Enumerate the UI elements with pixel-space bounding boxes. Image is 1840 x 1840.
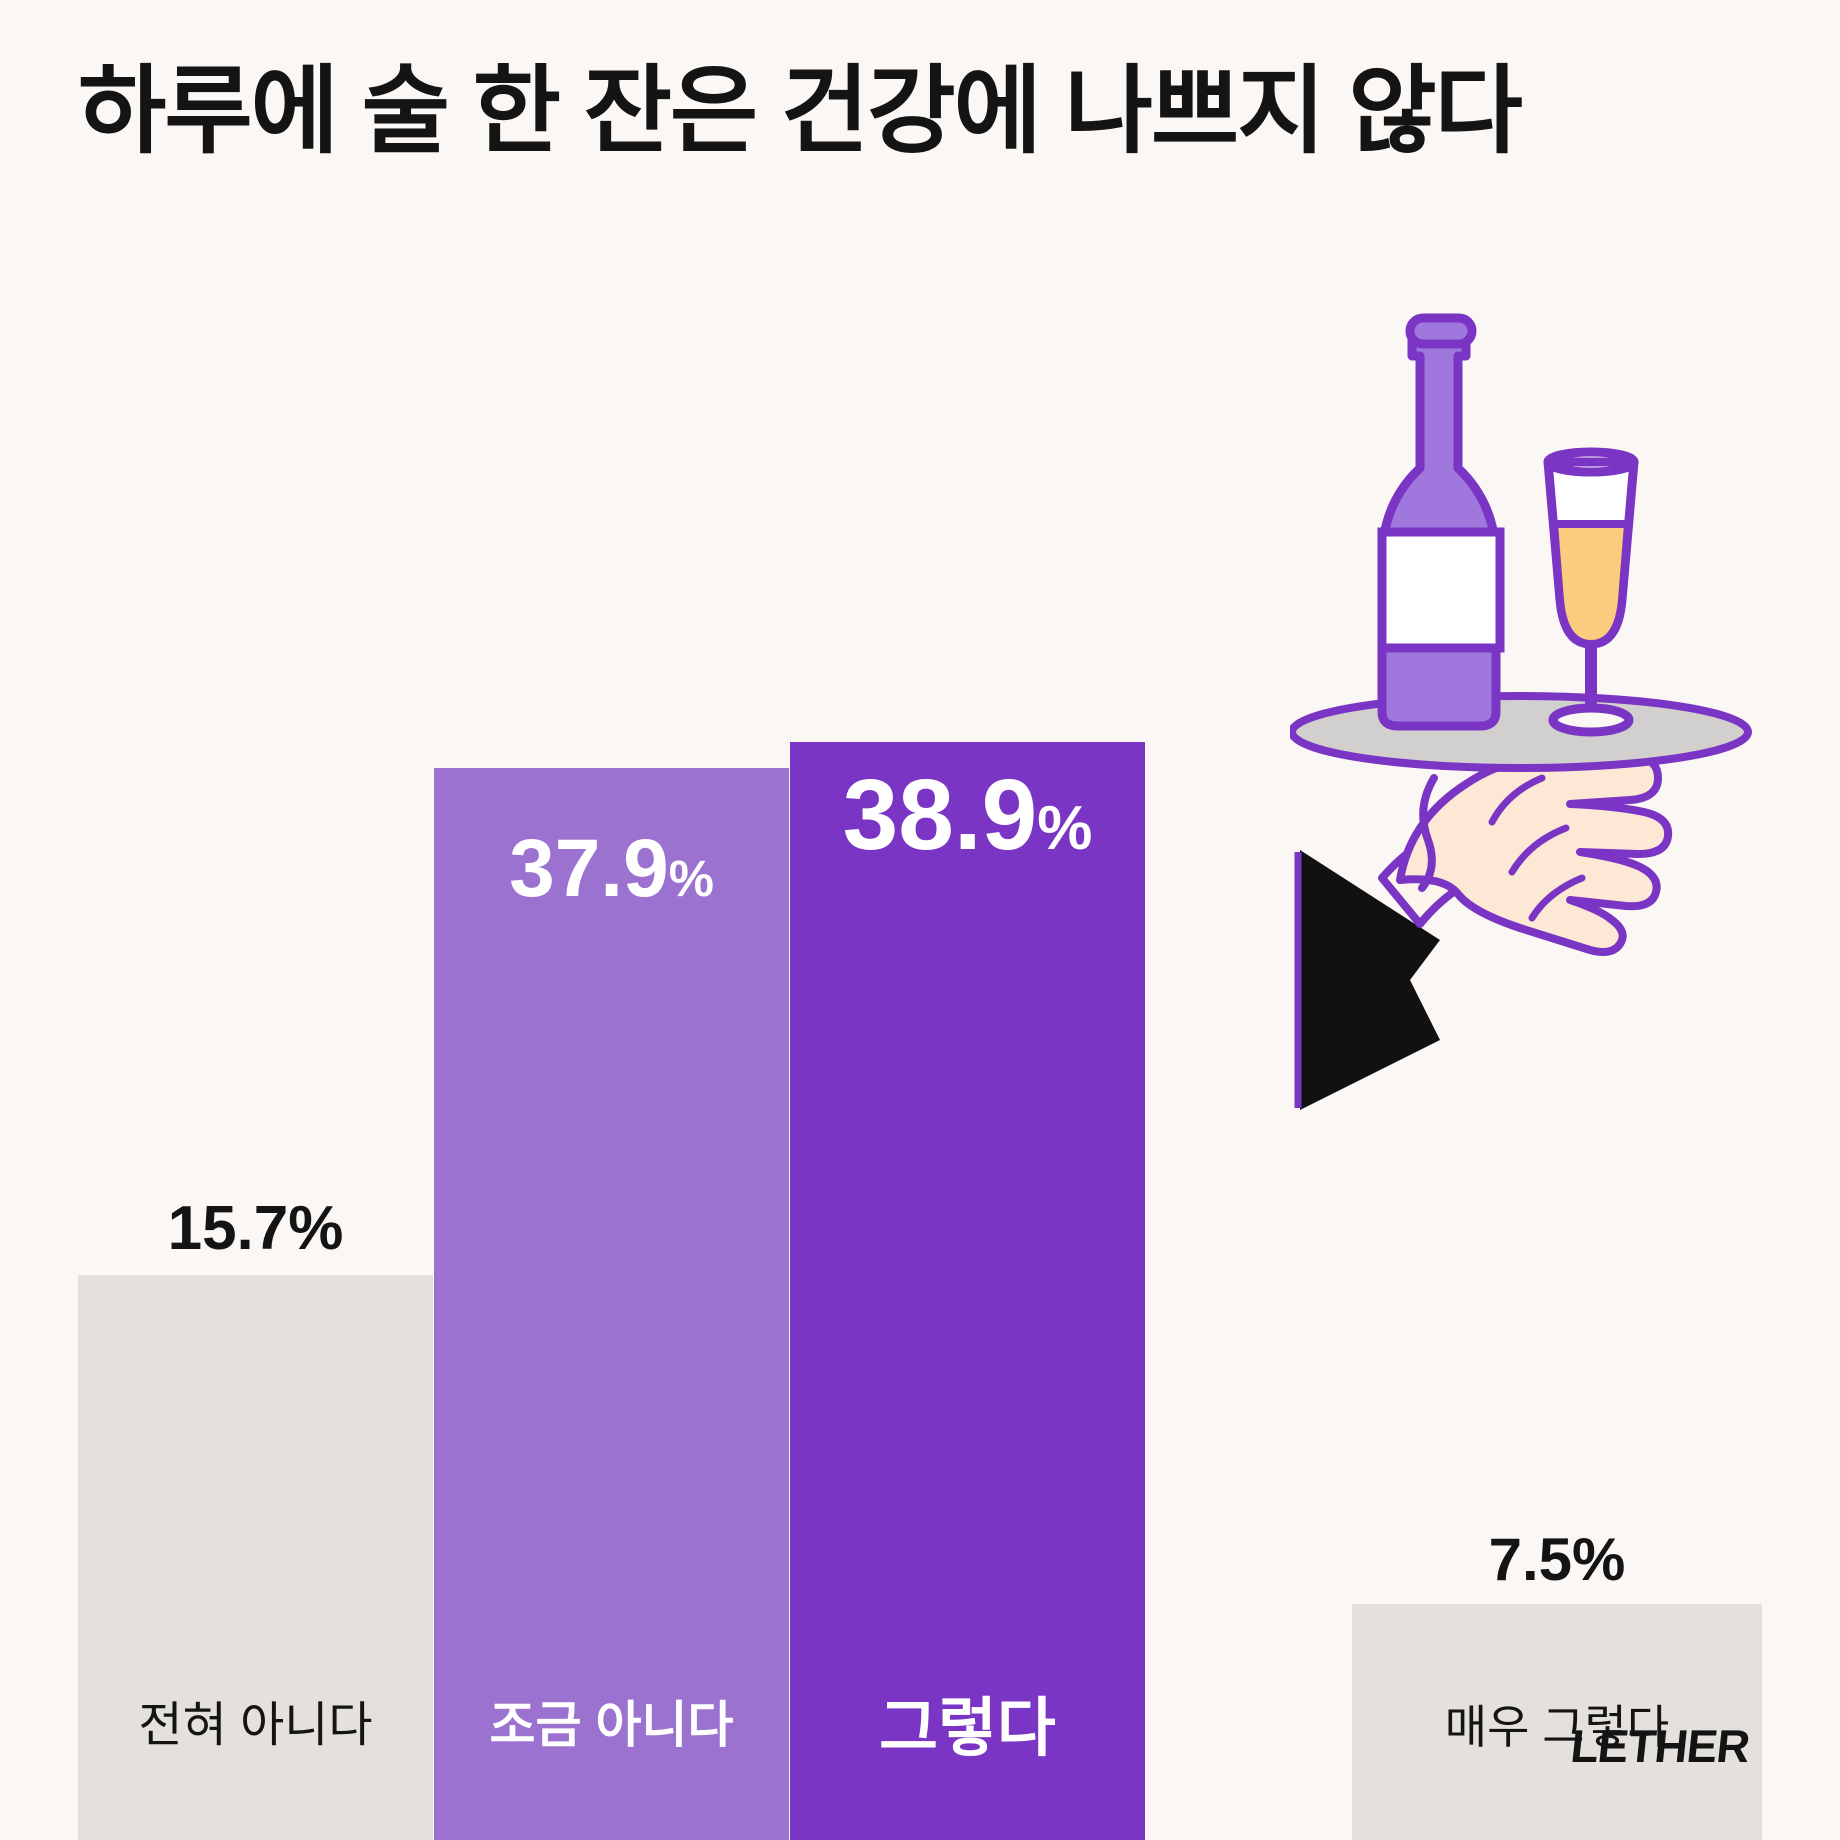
bar-label-3: 매우 그렇다 xyxy=(1444,1701,1670,1753)
bar-value-number-1: 37.9 xyxy=(509,823,669,914)
bar-group-0: 15.7% 전혀 아니다 xyxy=(78,300,433,1840)
page-title: 하루에 술 한 잔은 건강에 나쁘지 않다 xyxy=(78,58,1523,165)
bar-label-0: 전혀 아니다 xyxy=(138,1699,373,1752)
bar-value-1: 37.9% xyxy=(434,828,789,910)
bar-label-2: 그렇다 xyxy=(879,1692,1056,1764)
bar-rect-1[interactable] xyxy=(434,768,789,1840)
bar-value-3: 7.5% xyxy=(1352,1530,1762,1590)
bar-value-unit-0: % xyxy=(288,1194,344,1263)
bar-rect-3[interactable] xyxy=(1352,1604,1762,1840)
lether-logo-text: LETHER xyxy=(1568,1720,1752,1772)
bar-value-number-2: 38.9 xyxy=(842,759,1038,871)
bar-group-1: 37.9% 조금 아니다 xyxy=(434,300,789,1840)
bar-value-unit-3: % xyxy=(1572,1526,1626,1593)
bar-value-number-0: 15.7 xyxy=(167,1194,289,1263)
bar-value-2: 38.9% xyxy=(790,765,1145,865)
bar-group-2: 38.9% 그렇다 xyxy=(790,300,1145,1840)
lether-logo[interactable]: LETHER xyxy=(1554,1708,1774,1782)
bar-value-0: 15.7% xyxy=(78,1198,433,1260)
bar-rect-0[interactable] xyxy=(78,1275,433,1840)
bar-value-unit-1: % xyxy=(668,850,714,907)
bar-label-1: 조금 아니다 xyxy=(489,1697,734,1753)
bar-rect-2[interactable] xyxy=(790,742,1145,1840)
bar-value-unit-2: % xyxy=(1037,794,1093,863)
bar-value-number-3: 7.5 xyxy=(1488,1526,1573,1593)
bar-group-3: 7.5% 매우 그렇다 xyxy=(1352,300,1762,1840)
